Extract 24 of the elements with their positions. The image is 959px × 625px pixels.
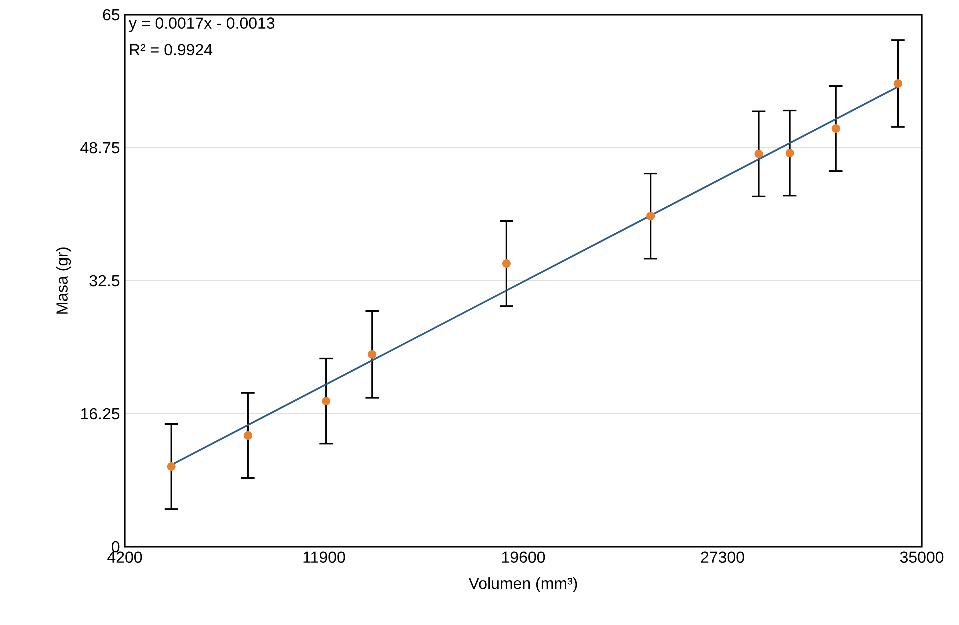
x-tick-label: 4200 xyxy=(108,552,142,564)
point xyxy=(322,397,331,406)
y-tick-label: 0 xyxy=(112,541,120,553)
x-axis-title: Volumen (mm³) xyxy=(468,578,578,592)
point xyxy=(502,260,511,268)
x-tick-label: 27300 xyxy=(701,552,744,564)
y-tick-label: 48.75 xyxy=(80,142,120,154)
point xyxy=(244,431,252,440)
point xyxy=(786,149,794,158)
point xyxy=(754,150,764,158)
y-tick-label: 32.5 xyxy=(90,275,120,287)
x-tick-label: 19600 xyxy=(502,552,546,564)
point xyxy=(832,124,840,134)
x-tick-label: 11900 xyxy=(304,552,346,564)
annotation: R² = 0.9924 xyxy=(130,44,213,56)
y-tick-label: 16.25 xyxy=(81,408,120,420)
point xyxy=(368,350,377,359)
point xyxy=(167,462,176,472)
y-axis-title: Masa (gr) xyxy=(56,248,72,314)
annotation: y = 0.0017x - 0.0013 xyxy=(129,18,275,32)
point xyxy=(646,212,656,221)
point xyxy=(894,79,902,88)
x-tick-label: 35000 xyxy=(900,552,944,564)
y-tick-label: 65 xyxy=(103,9,120,21)
